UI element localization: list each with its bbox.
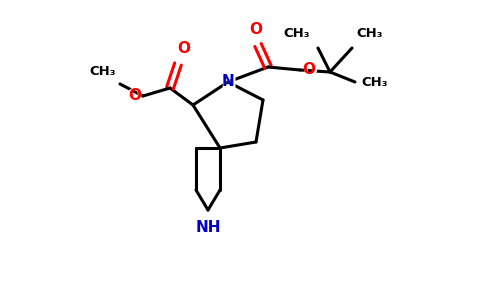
Text: CH₃: CH₃: [356, 27, 382, 40]
Text: O: O: [248, 19, 264, 37]
Text: NH: NH: [192, 220, 224, 239]
Text: CH₃: CH₃: [284, 27, 310, 40]
Text: O: O: [302, 62, 315, 77]
Text: O: O: [176, 38, 192, 56]
Text: O: O: [126, 87, 141, 105]
Text: O: O: [178, 41, 191, 56]
Text: CH₃: CH₃: [361, 76, 388, 88]
Text: CH₃: CH₃: [90, 65, 116, 78]
Text: N: N: [222, 74, 234, 89]
Text: NH: NH: [195, 220, 221, 235]
Text: O: O: [249, 22, 262, 37]
Text: O: O: [128, 88, 141, 104]
Text: O: O: [302, 61, 317, 79]
Text: N: N: [220, 73, 236, 92]
